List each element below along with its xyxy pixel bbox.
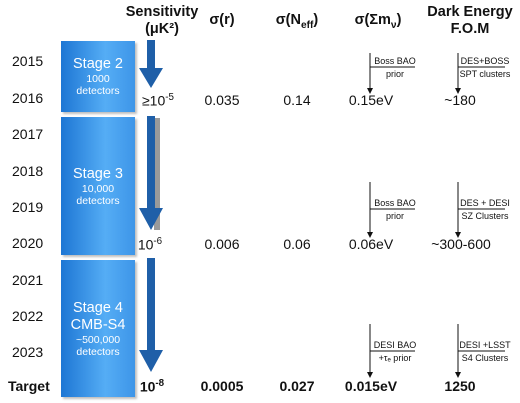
sigma-mnu-value: 0.06eV: [348, 236, 394, 252]
header-sigma-mnu-sub: ν: [390, 19, 397, 31]
year-label: 2019: [12, 199, 44, 215]
stage-name: Stage 3: [73, 165, 123, 182]
sigma-mnu-value: 0.015eV: [344, 378, 398, 394]
header-dark-energy-title: Dark Energy: [427, 4, 513, 20]
header-sensitivity: Sensitivity (μK²): [118, 4, 206, 38]
sensitivity-exponent: -8: [155, 378, 165, 389]
mnu-prior-bottom: +τₑ prior: [378, 353, 412, 363]
sigma-r-value: 0.0005: [200, 378, 244, 394]
year-label: 2021: [12, 272, 44, 288]
mnu-prior-top: DESI BAO: [373, 340, 417, 350]
header-sigma-r: σ(r): [209, 12, 235, 28]
year-label: 2017: [12, 126, 44, 142]
header-dark-energy: Dark Energy F.O.M: [424, 4, 516, 38]
fom-prior-top: DESI +LSST: [459, 340, 511, 350]
sigma-r-value: 0.035: [204, 92, 240, 108]
sensitivity-value: ≥10-5: [128, 92, 188, 109]
arrowhead-icon: [455, 372, 461, 378]
header-sigma-neff-sub: eff: [301, 19, 314, 31]
fom-prior-top: DES+BOSS: [460, 56, 510, 66]
year-label: 2022: [12, 308, 44, 324]
sigma-mnu-value: 0.15eV: [348, 92, 394, 108]
sensitivity-value: 10-6: [120, 236, 180, 253]
header-sigma-mnu-text: σ(Σm: [354, 12, 391, 28]
stage-detectors: 1000 detectors: [76, 73, 120, 97]
mnu-prior-top: Boss BAO: [374, 56, 416, 66]
header-sensitivity-title: Sensitivity: [125, 4, 199, 20]
year-label: 2020: [12, 235, 44, 251]
stage-detectors: 10,000 detectors: [76, 182, 120, 207]
sigma-neff-value: 0.027: [279, 378, 315, 394]
arrowhead-icon: [455, 88, 461, 94]
sigma-r-value: 0.006: [204, 236, 240, 252]
sigma-neff-value: 0.14: [283, 92, 311, 108]
header-sigma-neff-close: ): [313, 12, 319, 28]
header-sigma-neff-text: σ(N: [275, 12, 301, 28]
mnu-prior-bottom: prior: [385, 69, 404, 79]
arrowhead-icon: [367, 88, 373, 94]
header-sensitivity-unit: (μK²): [145, 21, 179, 37]
arrow-shadow: [154, 118, 160, 230]
stage-3-box: Stage 3 10,000 detectors: [61, 117, 135, 255]
sensitivity-value: 10-8: [122, 378, 182, 395]
year-label: 2016: [12, 90, 44, 106]
arrowhead-icon: [455, 232, 461, 238]
fom-prior-top: DES + DESI: [460, 198, 510, 208]
stage-name: Stage 4 CMB-S4: [70, 299, 126, 333]
sensitivity-base: 10: [139, 378, 156, 395]
sensitivity-exponent: -6: [153, 236, 163, 247]
stage-name: Stage 2: [73, 56, 123, 72]
year-label-target: Target: [8, 378, 50, 394]
arrowhead-icon: [367, 232, 373, 238]
year-label: 2015: [12, 53, 44, 69]
fom-value: 1250: [444, 378, 476, 394]
stage-2-box: Stage 2 1000 detectors: [61, 41, 135, 112]
down-arrow-icon: [139, 116, 163, 230]
fom-value: ~180: [444, 92, 476, 108]
header-sigma-mnu-close: ): [396, 12, 402, 28]
year-label: 2023: [12, 344, 44, 360]
stage-4-box: Stage 4 CMB-S4 ~500,000 detectors: [61, 260, 135, 397]
mnu-prior-top: Boss BAO: [374, 198, 416, 208]
fom-prior-bottom: SPT clusters: [459, 69, 511, 79]
sensitivity-base: 10: [137, 236, 154, 253]
mnu-prior-bottom: prior: [385, 211, 404, 221]
fom-prior-bottom: S4 Clusters: [461, 353, 509, 363]
header-sigma-mnu: σ(Σmν): [340, 12, 416, 34]
down-arrow-icon: [139, 40, 163, 88]
fom-value: ~300-600: [431, 236, 491, 252]
fom-prior-bottom: SZ Clusters: [461, 211, 509, 221]
header-sigma-neff: σ(Neff): [262, 12, 332, 34]
arrowhead-icon: [367, 372, 373, 378]
stage-detectors: ~500,000 detectors: [75, 333, 121, 358]
sigma-neff-value: 0.06: [283, 236, 311, 252]
sensitivity-exponent: -5: [165, 92, 174, 103]
header-fom: F.O.M: [450, 21, 490, 37]
year-label: 2018: [12, 163, 44, 179]
down-arrow-icon: [139, 258, 163, 372]
sensitivity-base: ≥10: [142, 92, 166, 109]
